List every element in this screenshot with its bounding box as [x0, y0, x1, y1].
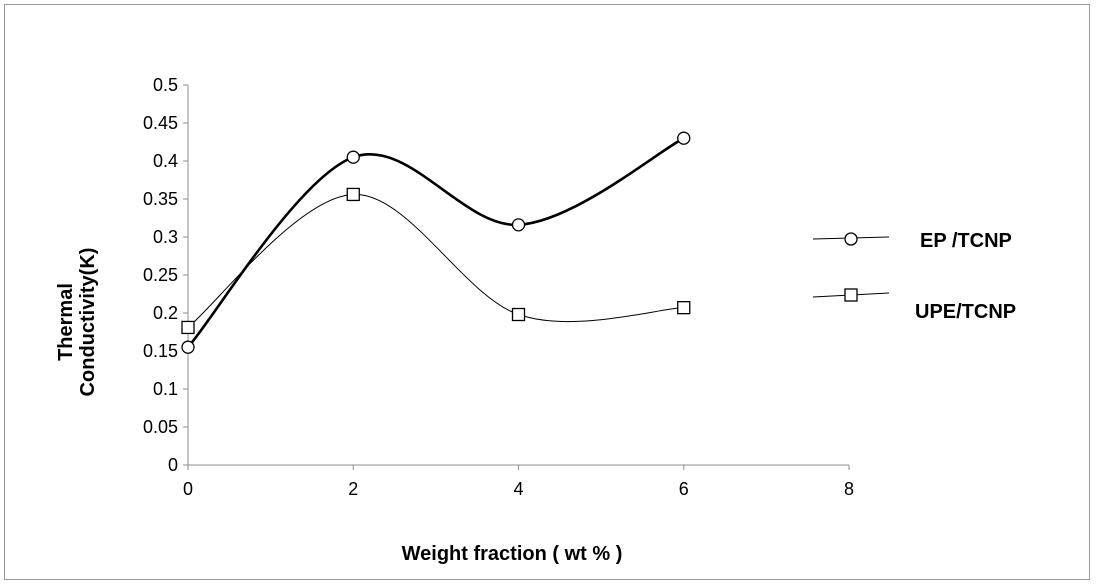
- y-tick-label: 0.3: [153, 227, 178, 247]
- legend-label: UPE/TCNP: [915, 301, 1016, 323]
- y-axis-title-line-1: Thermal: [55, 283, 77, 361]
- data-point-square: [511, 307, 526, 322]
- chart: 0 0.05 0.1 0.15 0.2 0.25 0.3 0.35 0.4 0.45 0.5 0 2 4 6…: [55, 75, 1016, 565]
- x-axis-title: Weight fraction ( wt % ): [402, 543, 623, 565]
- legend-marker: [844, 232, 858, 246]
- legend-label: EP /TCNP: [920, 230, 1012, 252]
- x-tick-label: 6: [679, 479, 689, 499]
- x-tick-label: 8: [844, 479, 854, 499]
- series-upe-tcnp: [181, 187, 691, 335]
- tick-labels: 0 0.05 0.1 0.15 0.2 0.25 0.3 0.35 0.4 0.45 0.5 0 2 4 6…: [143, 75, 854, 499]
- y-tick-label: 0.1: [153, 379, 178, 399]
- data-point-circle: [181, 340, 195, 354]
- y-tick-label: 0.2: [153, 303, 178, 323]
- legend-marker: [844, 288, 858, 302]
- y-tick-label: 0.5: [153, 75, 178, 95]
- series-line: [187, 137, 685, 349]
- series-ep-tcnp: [181, 131, 691, 354]
- x-tick-label: 0: [183, 479, 193, 499]
- legend: EP /TCNP UPE/TCNP: [812, 230, 1016, 323]
- y-tick-label: 0.35: [143, 189, 178, 209]
- data-point-square: [181, 320, 195, 335]
- y-tick-label: 0.4: [153, 151, 178, 171]
- data-point-circle: [346, 150, 360, 164]
- x-tick-label: 4: [513, 479, 523, 499]
- data-point-circle: [511, 218, 526, 232]
- y-tick-label: 0.45: [143, 113, 178, 133]
- data-point-square: [677, 301, 691, 315]
- axes: [183, 84, 850, 470]
- y-tick-label: 0.25: [143, 265, 178, 285]
- y-tick-label: 0.15: [143, 341, 178, 361]
- data-point-circle: [677, 131, 691, 145]
- y-tick-label: 0.05: [143, 417, 178, 437]
- series-layer: [181, 131, 691, 354]
- y-tick-label: 0: [168, 455, 178, 475]
- x-tick-label: 2: [348, 479, 358, 499]
- legend-item: UPE/TCNP: [812, 288, 1016, 323]
- data-point-square: [346, 187, 360, 202]
- y-axis-title-line-2: Conductivity(K): [77, 248, 99, 397]
- chart-frame: 0 0.05 0.1 0.15 0.2 0.25 0.3 0.35 0.4 0.45 0.5 0 2 4 6…: [4, 4, 1090, 580]
- legend-item: EP /TCNP: [812, 230, 1012, 252]
- series-line: [187, 193, 684, 328]
